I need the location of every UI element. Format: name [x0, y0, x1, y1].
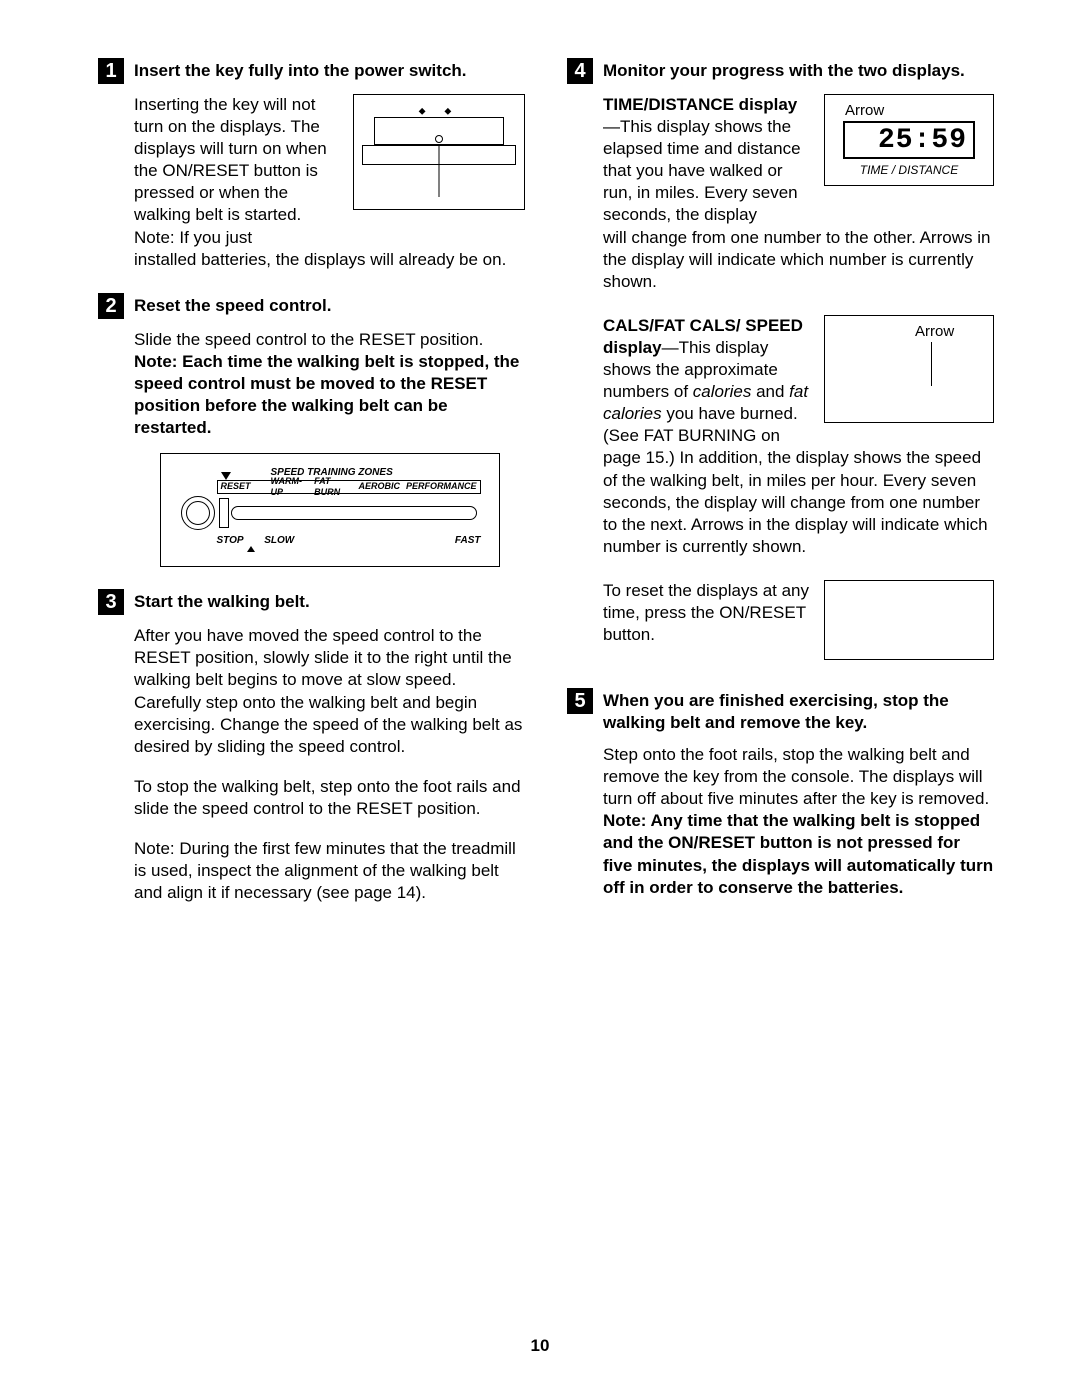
- page-number: 10: [0, 1335, 1080, 1357]
- lcd-readout: 25:59: [843, 121, 975, 159]
- step-2-para2: Note: Each time the walking belt is stop…: [134, 351, 525, 439]
- stop-label: STOP: [217, 534, 244, 547]
- step-number-3: 3: [98, 589, 124, 615]
- triangle-up-icon: [247, 546, 255, 552]
- fast-label: FAST: [455, 534, 481, 547]
- speed-control-figure: SPEED TRAINING ZONES RESET WARM-UP FAT B…: [160, 453, 500, 567]
- zone-warmup: WARM-UP: [268, 476, 312, 499]
- time-distance-text: —This display shows the elapsed time and…: [603, 117, 801, 224]
- step-number-2: 2: [98, 293, 124, 319]
- step-number-5: 5: [567, 688, 593, 714]
- arrow-label-1: Arrow: [845, 101, 884, 121]
- time-distance-figure: Arrow 25:59 TIME / DISTANCE: [824, 94, 994, 186]
- step-4-header: 4 Monitor your progress with the two dis…: [567, 58, 994, 84]
- cals-ital1: calories: [693, 382, 752, 401]
- step-2-header: 2 Reset the speed control.: [98, 293, 525, 319]
- zone-bar: RESET WARM-UP FAT BURN AEROBIC PERFORMAN…: [217, 480, 481, 494]
- step-3-heading: Start the walking belt.: [134, 589, 310, 615]
- step-1-body: ⬥ ⬥ Inserting the key will not turn on t…: [134, 94, 525, 271]
- zone-performance: PERFORMANCE: [403, 481, 480, 493]
- reset-label: RESET: [218, 481, 254, 493]
- cals-cont: page 15.) In addition, the display shows…: [603, 448, 988, 555]
- step-3-body: After you have moved the speed control t…: [134, 625, 525, 904]
- cals-speed-figure: Arrow: [824, 315, 994, 423]
- left-column: 1 Insert the key fully into the power sw…: [98, 58, 525, 926]
- step-number-1: 1: [98, 58, 124, 84]
- time-distance-caption: TIME / DISTANCE: [825, 163, 993, 179]
- slow-label: SLOW: [264, 534, 294, 547]
- step-1-para-cont: installed batteries, the displays will a…: [134, 250, 506, 269]
- step-3-para3: Note: During the first few minutes that …: [134, 838, 525, 904]
- zone-fatburn: FAT BURN: [311, 476, 355, 499]
- knob-icon: [181, 496, 215, 530]
- cals-and: and: [751, 382, 789, 401]
- step-4-block3: To reset the displays at any time, press…: [603, 580, 994, 666]
- slider-handle-icon: [219, 498, 229, 528]
- step-4-block2: Arrow CALS/FAT CALS/ SPEED display—This …: [603, 315, 994, 558]
- step-1-heading: Insert the key fully into the power swit…: [134, 58, 467, 84]
- arrow-label-2: Arrow: [915, 322, 954, 342]
- time-distance-lead: TIME/DISTANCE display: [603, 95, 797, 114]
- step-3-para1: After you have moved the speed control t…: [134, 625, 525, 758]
- step-number-4: 4: [567, 58, 593, 84]
- step-5-para1: Step onto the foot rails, stop the walki…: [603, 745, 989, 808]
- step-2-body: Slide the speed control to the RESET pos…: [134, 329, 525, 567]
- step-2-heading: Reset the speed control.: [134, 293, 331, 319]
- triangle-down-icon: [221, 472, 231, 480]
- blank-display-figure: [824, 580, 994, 660]
- manual-page: 1 Insert the key fully into the power sw…: [0, 0, 1080, 926]
- slider-track: [231, 506, 477, 520]
- zone-aerobic: AEROBIC: [355, 481, 403, 493]
- reset-displays-text: To reset the displays at any time, press…: [603, 581, 809, 644]
- pointer-line-icon: [931, 342, 932, 386]
- key-switch-figure: ⬥ ⬥: [353, 94, 525, 210]
- right-column: 4 Monitor your progress with the two dis…: [567, 58, 994, 926]
- time-distance-cont: will change from one number to the other…: [603, 228, 990, 291]
- step-3-para2: To stop the walking belt, step onto the …: [134, 776, 525, 820]
- step-5-body: Step onto the foot rails, stop the walki…: [603, 744, 994, 899]
- step-3-header: 3 Start the walking belt.: [98, 589, 525, 615]
- step-1-para: Inserting the key will not turn on the d…: [134, 95, 327, 247]
- step-5-heading: When you are finished exercising, stop t…: [603, 688, 994, 734]
- step-4-block1: Arrow 25:59 TIME / DISTANCE TIME/DISTANC…: [603, 94, 994, 293]
- step-5-header: 5 When you are finished exercising, stop…: [567, 688, 994, 734]
- step-5-para2: Note: Any time that the walking belt is …: [603, 811, 993, 896]
- step-2-para1: Slide the speed control to the RESET pos…: [134, 329, 525, 351]
- step-1-header: 1 Insert the key fully into the power sw…: [98, 58, 525, 84]
- step-4-heading: Monitor your progress with the two displ…: [603, 58, 965, 84]
